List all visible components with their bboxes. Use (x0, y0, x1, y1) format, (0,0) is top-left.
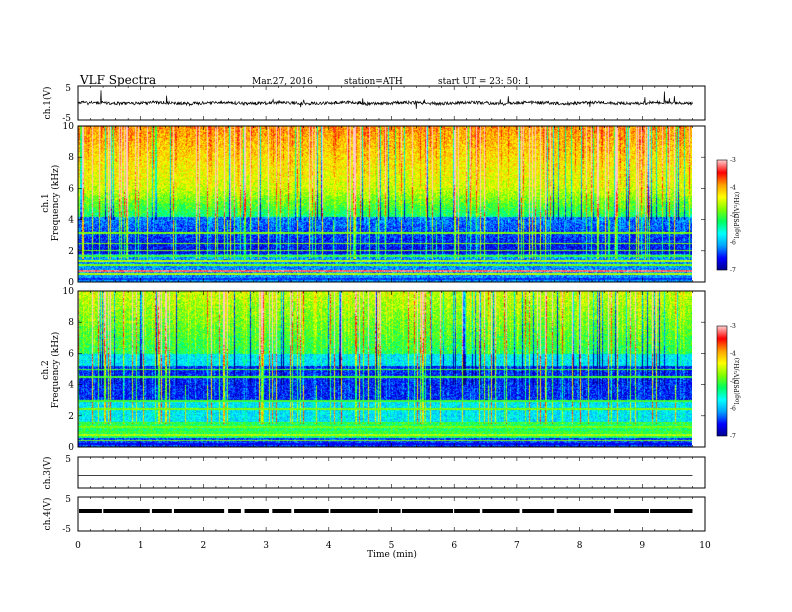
x-tick-label: 10 (699, 541, 711, 551)
ch2-spectrogram-image (78, 291, 692, 447)
colorbar-labels: -3 -4 -5 -6 -7 -3 -4 -5 -6 -7 (730, 157, 736, 440)
ch4-trace-segment (401, 509, 453, 513)
colorbar-tick-label: -6 (730, 240, 736, 247)
x-tick-label: 0 (75, 541, 81, 551)
ch2-freq-ylabel: Frequency (kHz) (50, 332, 61, 409)
colorbar-tick-label: -4 (730, 185, 736, 192)
ch4-trace-segment (522, 509, 555, 513)
y-tick-label: 5 (65, 455, 71, 465)
ch2-channel-label: ch.2 (41, 360, 51, 379)
ch2-colorbar-title: log(PSD(V²/Hz) (734, 358, 741, 405)
cbar2-frame (716, 325, 728, 437)
ch2-colorbar (717, 326, 727, 436)
x-tick-label: 7 (514, 541, 520, 551)
y-tick-label: 0 (68, 278, 74, 288)
ch1-colorbar-title: log(PSD(V²/Hz) (734, 192, 741, 239)
ch1-channel-label: ch.1 (41, 193, 51, 212)
colorbar-tick-label: -5 (730, 378, 736, 385)
station-label: station=ATH (344, 77, 403, 87)
x-tick-label: 8 (577, 541, 583, 551)
ch4-trace-segment (103, 509, 150, 513)
ch1-freq-ylabel: Frequency (kHz) (50, 165, 61, 242)
ch3-wave-ylabel: ch.3(V) (42, 457, 53, 490)
x-tick-label: 5 (389, 541, 395, 551)
ch4-trace-segment (294, 509, 329, 513)
x-tick-label: 1 (138, 541, 144, 551)
y-tick-label: 8 (68, 318, 74, 328)
ch4-trace-segment (482, 509, 520, 513)
figure-title: VLF Spectra (79, 73, 156, 87)
ch4-wave-frame (77, 496, 706, 532)
y-tick-label: 0 (68, 443, 74, 453)
y-tick-label: 5 (65, 495, 71, 505)
ch4-waveform-trace (79, 509, 693, 513)
ch4-trace-segment (614, 509, 649, 513)
y-tick-label: -5 (62, 525, 71, 535)
axis-ticks (77, 86, 706, 531)
y-tick-label: 10 (63, 287, 75, 297)
colorbar-tick-label: -7 (730, 267, 736, 274)
colorbar-tick-label: -7 (730, 433, 736, 440)
colorbar-tick-label: -6 (730, 406, 736, 413)
y-tick-label: 4 (68, 381, 74, 391)
x-tick-labels: 0 1 2 3 4 5 6 7 8 9 10 (75, 541, 711, 551)
colorbar-tick-label: -3 (730, 323, 736, 330)
ch1-waveform-trace (77, 90, 693, 109)
ch4-trace-segment (454, 509, 480, 513)
y-tick-label: 8 (68, 153, 74, 163)
ch1-spectrogram-image (78, 126, 692, 282)
ch4-trace-segment (556, 509, 611, 513)
y-tick-label: 10 (63, 122, 75, 132)
x-tick-label: 2 (201, 541, 207, 551)
colorbar-tick-label: -3 (730, 157, 736, 164)
y-tick-label: 2 (68, 412, 74, 422)
ch4-trace-segment (228, 509, 241, 513)
ch4-trace-segment (79, 509, 102, 513)
ch4-trace-segment (272, 509, 292, 513)
ch1-colorbar (717, 160, 727, 270)
x-axis-label: Time (min) (367, 549, 417, 560)
ch4-wave-ylabel: ch.4(V) (42, 498, 53, 531)
y-tick-label: 4 (68, 216, 74, 226)
ch4-trace-segment (378, 509, 401, 513)
date-label: Mar.27, 2016 (252, 77, 313, 87)
x-tick-label: 9 (639, 541, 645, 551)
ch4-trace-segment (244, 509, 269, 513)
ch3-wave-frame (77, 456, 706, 489)
y-tick-label: 6 (68, 349, 74, 359)
cbar1-frame (716, 159, 728, 271)
ch4-trace-segment (650, 509, 693, 513)
ch4-trace-segment (330, 509, 378, 513)
ch4-trace-segment (173, 509, 225, 513)
y-tick-label: -5 (62, 114, 71, 124)
colorbar-tick-label: -4 (730, 351, 736, 358)
ch1-wave-ylabel: ch.1(V) (42, 87, 53, 120)
x-tick-label: 6 (451, 541, 457, 551)
ch4-trace-segment (151, 509, 172, 513)
y-tick-label: 2 (68, 247, 74, 257)
x-tick-label: 4 (326, 541, 332, 551)
y-tick-label: 5 (65, 84, 71, 94)
x-tick-label: 3 (263, 541, 269, 551)
y-tick-label: 6 (68, 184, 74, 194)
start-time-label: start UT = 23: 50: 1 (438, 77, 530, 87)
colorbar-tick-label: -5 (730, 212, 736, 219)
